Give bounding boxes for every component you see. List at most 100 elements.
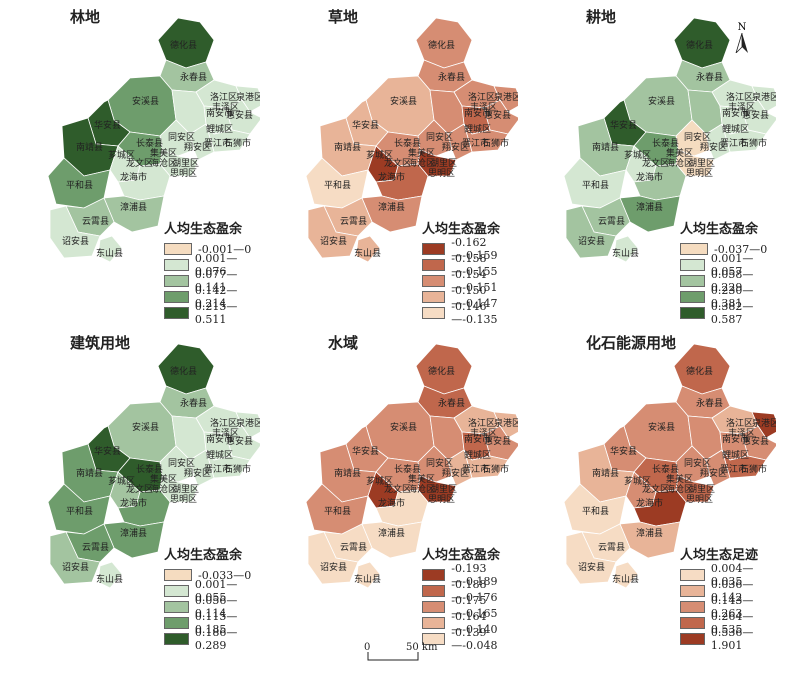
place-label-fengze: 丰泽区 [470,427,497,439]
legend-item: 0.142—0.214 [164,284,260,310]
place-label-longwen: 龙文区 [384,483,411,495]
legend-title: 人均生态盈余 [680,222,759,237]
place-label-luojiang: 洛江区 [468,91,495,103]
region-zhaoan [49,531,101,585]
place-label-nanjing: 南靖县 [334,141,361,153]
place-label-shishi: 石狮市 [482,463,509,475]
place-label-shishi: 石狮市 [740,463,767,475]
place-label-quangang: 泉港区 [494,417,518,429]
legend-swatch [422,617,446,629]
place-label-xiangan: 翔安区 [442,467,469,479]
legend-swatch [422,633,446,645]
place-label-yunxiao: 云霄县 [82,542,109,553]
region-dongshan [355,235,381,263]
place-label-siming: 思明区 [170,494,197,505]
place-label-yunxiao: 云霄县 [340,542,367,553]
place-label-huli: 湖里区 [688,158,715,169]
place-label-haicang: 海沧区 [150,157,177,169]
place-label-anxi: 安溪县 [132,95,159,107]
legend-item: -0.193—-0.189 [422,562,518,588]
place-label-pinghe: 平和县 [324,506,351,517]
place-label-fengze: 丰泽区 [212,427,239,439]
legend-item: -0.139—-0.048 [422,626,518,652]
legend-label: -0.158—-0.155 [451,252,498,278]
place-label-licheng: 鲤城区 [722,123,749,135]
place-label-licheng: 鲤城区 [722,449,749,461]
place-label-yunxiao: 云霄县 [598,542,625,553]
place-label-tongan: 同安区 [168,457,195,469]
place-label-pinghe: 平和县 [66,506,93,517]
place-label-dongshan: 东山县 [612,573,639,585]
place-label-tongan: 同安区 [684,131,711,143]
region-pinghe [305,157,369,209]
region-zhangpu [361,195,423,233]
legend-label: -0.154—-0.151 [451,268,498,294]
place-label-anxi: 安溪县 [132,421,159,433]
place-label-longwen: 龙文区 [384,157,411,169]
place-label-zhangpu: 漳浦县 [378,201,405,213]
place-label-nanan: 南安市 [464,433,491,445]
map-legend: 人均生态盈余 -0.037—0 0.001—0.057 0.058—0.229 0.23… [680,218,776,326]
map-legend: 人均生态盈余 -0.162—-0.159 -0.158—-0.155 -0.154—-… [422,218,518,326]
place-label-anxi: 安溪县 [648,421,675,433]
place-label-longhai: 龙海市 [378,497,405,509]
legend-item: 0.215—0.511 [164,300,260,326]
legend-title: 人均生态盈余 [164,222,243,237]
place-label-huian: 惠安县 [226,435,253,447]
legend-swatch [422,243,446,255]
place-label-huli: 湖里区 [430,484,457,495]
place-label-xiangan: 翔安区 [700,467,727,479]
map-panel-water: 德化县 永春县 安溪县 洛江区 泉港区 南安市 惠安县 丰泽区 鲤城区 同安区 晋江市 石狮市 翔安区集… [258,326,518,656]
panel-title: 建筑用地 [70,334,131,352]
place-label-zhangpu: 漳浦县 [120,527,147,539]
place-label-zhaoan: 诏安县 [578,561,605,573]
legend-item: 0.264—0.535 [680,610,776,636]
place-label-jinjiang: 晋江市 [462,137,489,149]
place-label-yongchun: 永春县 [696,71,723,83]
place-label-changtai: 长泰县 [394,463,421,475]
place-label-yunxiao: 云霄县 [598,216,625,227]
map-panel-cropland: 德化县 永春县 安溪县 洛江区 泉港区 南安市 惠安县 丰泽区 鲤城区 同安区 晋江市 石狮市 翔安区集… [516,0,776,330]
place-label-zhaoan: 诏安县 [320,561,347,573]
place-label-huian: 惠安县 [484,435,511,447]
place-label-longhai: 龙海市 [378,171,405,183]
region-dongshan [613,235,639,263]
legend-swatch [422,569,446,581]
place-label-yongchun: 永春县 [438,71,465,83]
legend-swatch [422,307,446,319]
north-arrow-icon [735,32,748,54]
place-label-fengze: 丰泽区 [728,101,755,113]
place-label-longwen: 龙文区 [126,157,153,169]
place-label-siming: 思明区 [686,168,713,179]
legend-item: 0.058—0.229 [680,268,776,294]
region-pinghe [47,157,111,209]
region-pinghe [563,483,627,535]
place-label-xiangcheng: 芗城区 [108,149,135,161]
legend-label: 0.001—0.055 [194,578,238,604]
place-label-shishi: 石狮市 [740,137,767,149]
place-label-haicang: 海沧区 [150,483,177,495]
place-label-longhai: 龙海市 [120,497,147,509]
region-zhaoan [565,205,617,259]
legend-swatch [164,307,189,319]
place-label-anxi: 安溪县 [390,95,417,107]
legend-swatch [422,275,446,287]
legend-item: -0.001—0 [164,241,260,257]
place-label-jimei: 集美区 [408,473,435,485]
place-label-zhangpu: 漳浦县 [378,527,405,539]
place-label-longhai: 龙海市 [636,171,663,183]
place-label-tongan: 同安区 [426,457,453,469]
legend-item: -0.037—0 [680,241,776,257]
place-label-nanjing: 南靖县 [76,467,103,479]
place-label-zhaoan: 诏安县 [62,235,89,247]
legend-label: -0.033—0 [198,568,252,582]
place-label-luojiang: 洛江区 [210,91,237,103]
place-label-xiangcheng: 芗城区 [624,475,651,487]
legend-swatch [164,617,189,629]
place-label-tongan: 同安区 [684,457,711,469]
legend-swatch [680,633,705,645]
legend-item: 0.077—0.141 [164,268,260,294]
